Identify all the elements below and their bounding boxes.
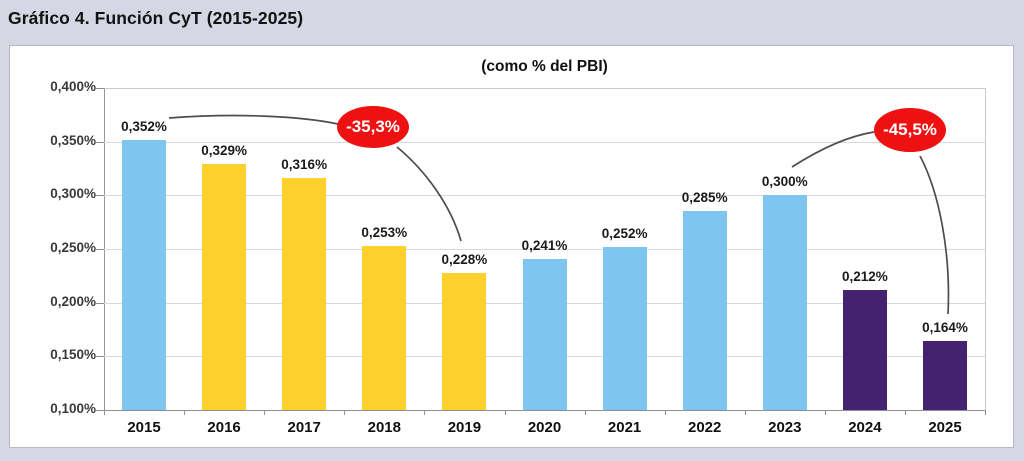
- y-gridline: [104, 141, 985, 143]
- y-axis-label: 0,200%: [50, 293, 96, 309]
- x-axis-label: 2022: [688, 419, 722, 436]
- x-axis-label: 2020: [527, 419, 562, 436]
- bar-value-label: 0,253%: [361, 224, 408, 240]
- bar-2016: [202, 164, 247, 410]
- bar-value-label: 0,352%: [121, 118, 167, 134]
- y-axis-tick: [96, 195, 104, 197]
- x-axis-label: 2025: [928, 419, 962, 436]
- y-axis-tick: [96, 410, 104, 411]
- x-axis-tick: [904, 410, 906, 415]
- x-axis-tick: [504, 410, 506, 415]
- bar-value-label: 0,212%: [841, 268, 888, 284]
- x-axis-label: 2024: [848, 419, 882, 436]
- y-gridline: [104, 249, 985, 250]
- y-axis-label: 0,400%: [50, 79, 96, 94]
- bar-value-label: 0,300%: [761, 174, 808, 190]
- bar-2017: [282, 178, 327, 410]
- bar-2022: [682, 211, 727, 410]
- bar-2023: [762, 195, 807, 410]
- bar-2021: [602, 246, 647, 410]
- x-axis-label: 2023: [768, 419, 802, 436]
- bar-2024: [842, 289, 887, 410]
- bar-value-label: 0,228%: [441, 251, 488, 267]
- y-axis-label: 0,150%: [50, 347, 96, 363]
- x-axis-label: 2017: [287, 419, 321, 436]
- figure-title: Gráfico 4. Función CyT (2015-2025): [8, 8, 304, 28]
- chart-subtitle: (como % del PBI): [481, 58, 608, 75]
- x-axis-label: 2016: [207, 419, 241, 436]
- x-axis-tick: [184, 410, 186, 415]
- x-axis-tick: [824, 410, 826, 415]
- y-axis-tick: [96, 88, 104, 89]
- bar-2018: [362, 245, 407, 410]
- annotation-oval-2019: -35,3%: [337, 106, 409, 148]
- annotation-oval-2025: -45,5%: [874, 108, 946, 152]
- x-axis-tick: [584, 410, 586, 415]
- x-axis-tick: [744, 410, 746, 415]
- y-axis-tick: [96, 249, 104, 250]
- y-gridline: [104, 195, 985, 197]
- x-axis-tick: [104, 410, 105, 415]
- x-axis-label: 2019: [447, 419, 482, 436]
- y-axis-tick: [96, 302, 104, 304]
- x-axis-label: 2021: [607, 419, 642, 436]
- x-axis-tick: [344, 410, 346, 415]
- x-axis-tick: [664, 410, 666, 415]
- y-axis-label: 0,100%: [50, 401, 96, 416]
- bar-2019: [442, 272, 487, 410]
- x-axis-tick: [264, 410, 266, 415]
- y-axis-tick: [96, 356, 104, 358]
- x-axis-tick: [985, 410, 986, 415]
- y-axis-tick: [96, 141, 104, 143]
- bar-value-label: 0,164%: [922, 320, 968, 336]
- x-axis-label: 2015: [127, 419, 161, 436]
- bar-value-label: 0,252%: [601, 225, 648, 241]
- y-axis-label: 0,350%: [50, 132, 96, 148]
- bar-value-label: 0,241%: [521, 237, 568, 253]
- bar-2015: [122, 139, 166, 410]
- bar-value-label: 0,316%: [281, 157, 328, 173]
- y-axis-label: 0,300%: [50, 186, 96, 202]
- bar-2020: [522, 258, 567, 410]
- x-axis-tick: [424, 410, 426, 415]
- bar-2025: [923, 341, 967, 410]
- bar-value-label: 0,329%: [201, 143, 247, 159]
- x-axis-label: 2018: [367, 419, 401, 436]
- y-axis-label: 0,250%: [50, 240, 96, 255]
- bar-value-label: 0,285%: [681, 190, 728, 206]
